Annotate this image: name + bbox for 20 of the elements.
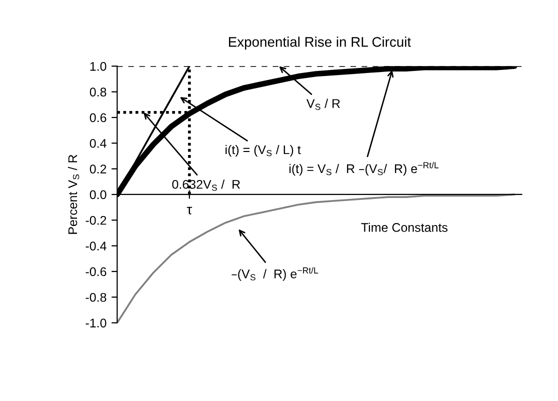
y-axis-title: Percent V$_{S}$ / R [68, 154, 80, 234]
y-tick-label: 1.0 [90, 62, 106, 71]
y-tick-label: -0.6 [86, 267, 106, 276]
chart-title: Exponential Rise in RL Circuit [228, 36, 411, 50]
y-tick-label: -0.4 [86, 242, 106, 250]
x-tick-label: τ [186, 206, 192, 214]
annotation: i(t) = (V$_{S}$ / L) t [226, 144, 301, 157]
x-axis-title: Time Constants [361, 222, 448, 232]
y-tick-label: 0.6 [90, 113, 106, 122]
annotation: i(t) = V$_{S}$ / R –(V$_{S}$/ R) e$^{−Rt/L}$ [289, 162, 439, 176]
y-tick-label: -0.2 [86, 216, 106, 225]
annotation: 0.632V$_{S}$ / R [172, 180, 240, 191]
y-tick-label: -0.8 [86, 292, 106, 302]
annotation: –(V$_{S}$ / R) e$^{−Rt/L}$ [232, 267, 318, 281]
y-tick-label: 0.2 [90, 164, 106, 174]
y-tick-label: 0.4 [90, 138, 106, 148]
y-tick-label: 0.8 [90, 88, 106, 96]
annotation: V$_{S}$ / R [306, 98, 340, 110]
y-tick-label: 0.0 [90, 190, 106, 200]
y-tick-label: -1.0 [86, 318, 106, 328]
